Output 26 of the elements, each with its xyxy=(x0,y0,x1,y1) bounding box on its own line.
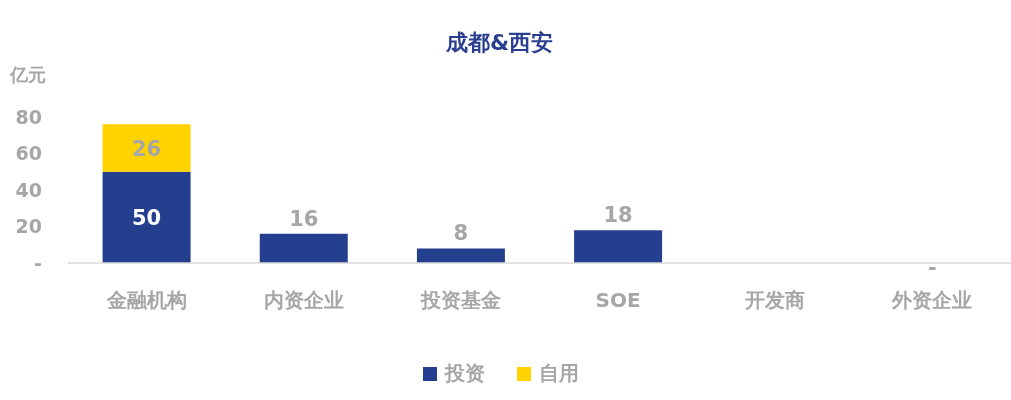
data-label: 16 xyxy=(289,206,319,231)
data-label: 50 xyxy=(131,206,162,231)
y-tick-label: 20 xyxy=(15,215,42,238)
y-tick-label: 40 xyxy=(15,178,42,201)
bar xyxy=(102,124,191,172)
data-label: 18 xyxy=(603,203,633,228)
bar xyxy=(574,230,663,263)
bar xyxy=(416,248,505,263)
data-label: - xyxy=(928,256,937,280)
legend-label: 投资 xyxy=(444,360,485,387)
x-tick-label: 投资基金 xyxy=(419,288,501,313)
data-label: 26 xyxy=(131,137,162,162)
x-tick-label: SOE xyxy=(595,288,641,313)
y-axis-title: 亿元 xyxy=(10,63,46,87)
bar xyxy=(259,233,348,263)
x-tick-label: 金融机构 xyxy=(105,288,187,313)
x-tick-label: 外资企业 xyxy=(891,288,973,313)
y-tick-label: 80 xyxy=(15,105,42,128)
x-tick-label: 开发商 xyxy=(744,288,806,313)
y-tick-label: - xyxy=(34,251,42,274)
y-tick-label: 60 xyxy=(15,142,42,165)
bar xyxy=(102,171,191,263)
legend-label: 自用 xyxy=(538,360,579,387)
chart-title: 成都&西安 xyxy=(444,29,555,57)
x-tick-label: 内资企业 xyxy=(263,288,344,313)
data-label: 8 xyxy=(453,221,469,246)
